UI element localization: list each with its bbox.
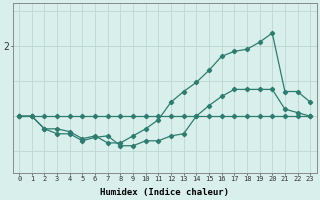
X-axis label: Humidex (Indice chaleur): Humidex (Indice chaleur) bbox=[100, 188, 229, 197]
